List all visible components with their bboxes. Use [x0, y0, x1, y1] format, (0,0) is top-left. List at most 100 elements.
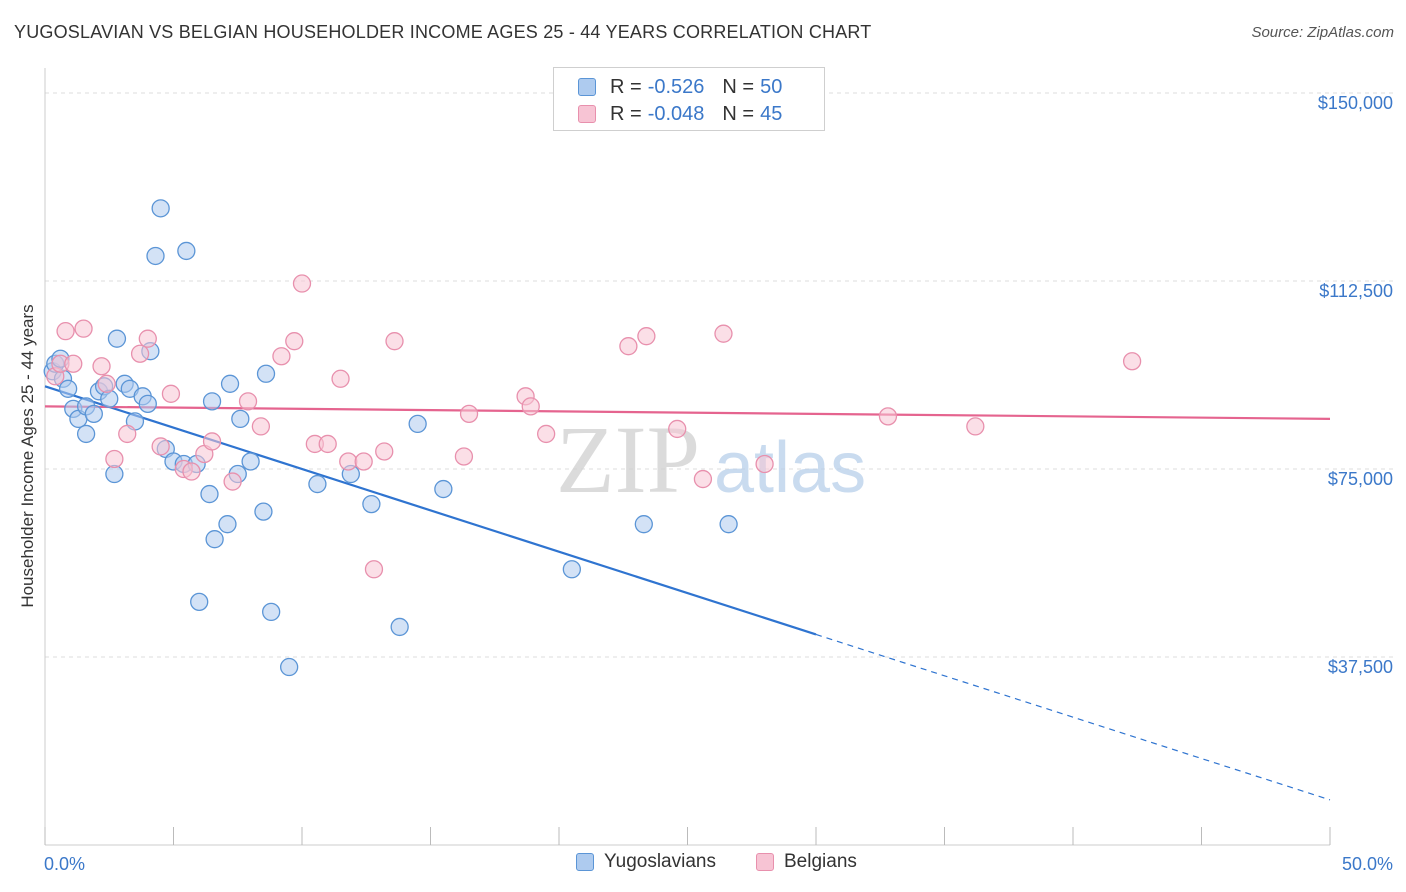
yugoslavian-point: [177, 241, 196, 261]
belgian-point: [459, 404, 479, 424]
watermark-atlas: atlas: [714, 428, 866, 508]
yugoslavian-point: [220, 374, 240, 393]
yugoslavian-point: [205, 530, 224, 549]
zipatlas-watermark: ZIP atlas: [556, 406, 866, 513]
x-tick-label-max: 50.0%: [1342, 854, 1393, 874]
source-label: Source: ZipAtlas.com: [1251, 24, 1394, 41]
belgian-point: [755, 454, 774, 474]
data-points: [43, 199, 1142, 677]
yugoslavian-point: [231, 409, 250, 429]
stats-row-belgians: R = -0.048 N = 45: [578, 101, 788, 127]
belgians-points: [46, 274, 1142, 579]
belgian-point: [714, 324, 733, 343]
belgian-point: [251, 417, 271, 436]
belgians-trend-line: [44, 405, 1331, 420]
belgian-point: [878, 407, 898, 426]
yugo-r-value: -0.526: [647, 75, 705, 98]
yugoslavian-point: [146, 246, 165, 266]
y-tick-label: $150,000: [1318, 93, 1393, 113]
belgians-swatch: [578, 105, 596, 123]
yugoslavians-swatch: [578, 78, 596, 96]
axis-labels: $37,500 $75,000 $112,500 $150,000 0.0% 50.0%: [44, 93, 1393, 874]
belgian-point: [56, 322, 75, 341]
belgian-point: [285, 332, 304, 351]
yugoslavian-point: [390, 617, 409, 637]
belgian-point: [161, 384, 181, 403]
belgian-point: [118, 424, 137, 444]
yugo-n-label: N =: [722, 75, 755, 98]
belgian-point: [223, 472, 242, 491]
belgian-point: [64, 354, 83, 373]
legend-belgians-label: Belgians: [784, 851, 857, 872]
belgian-point: [272, 347, 291, 366]
yugoslavians-trend-extension: [815, 633, 1331, 801]
belg-r-value: -0.048: [647, 102, 705, 125]
stats-legend: R = -0.526 N = 50 R = -0.048 N = 45: [553, 67, 825, 131]
belgian-point: [97, 374, 116, 393]
belgian-point: [331, 369, 350, 388]
belgian-point: [151, 437, 170, 456]
belg-n-value: 45: [760, 102, 783, 125]
yugoslavian-point: [151, 199, 170, 218]
belgian-point: [130, 344, 150, 363]
trend-lines: [44, 385, 1331, 801]
y-axis-title: Householder Income Ages 25 - 44 years: [18, 304, 37, 607]
belgian-point: [182, 462, 201, 481]
axes: [44, 68, 1331, 846]
y-tick-label: $75,000: [1328, 469, 1393, 489]
legend-item-yugoslavians: Yugoslavians: [576, 851, 716, 873]
yugoslavians-trend-line: [44, 385, 817, 636]
belgian-point: [537, 424, 556, 444]
yugoslavian-point: [218, 515, 237, 534]
yugo-r-label: R =: [610, 75, 642, 98]
yugoslavian-point: [58, 379, 78, 398]
belgian-point: [339, 452, 358, 471]
yugoslavian-point: [308, 474, 327, 494]
belg-r-label: R =: [610, 102, 642, 125]
belgian-point: [318, 434, 337, 454]
belgian-point: [454, 447, 474, 466]
belgian-point: [238, 392, 258, 411]
yugoslavian-point: [256, 364, 276, 383]
yugoslavian-point: [241, 452, 260, 471]
yugoslavian-point: [562, 560, 581, 579]
belgian-point: [354, 452, 373, 471]
yugoslavian-point: [107, 329, 127, 348]
belg-n-label: N =: [722, 102, 755, 125]
belgian-point: [105, 449, 124, 469]
belgian-point: [1122, 352, 1142, 371]
yugoslavian-point: [200, 484, 219, 504]
belgian-point: [668, 419, 687, 439]
y-tick-label: $37,500: [1328, 657, 1393, 677]
yugoslavian-point: [100, 389, 119, 408]
yugoslavian-point: [202, 392, 222, 411]
belgian-point: [202, 432, 222, 451]
belgian-point: [138, 329, 157, 348]
belgian-point: [693, 469, 713, 489]
belgian-point: [619, 337, 638, 356]
legend-yugoslavians-swatch: [576, 853, 594, 871]
belgian-point: [74, 319, 93, 338]
grid-lines: [45, 92, 1395, 658]
yugoslavian-point: [408, 414, 427, 434]
belgian-point: [385, 332, 404, 351]
yugoslavian-point: [262, 602, 281, 622]
yugoslavian-point: [138, 394, 157, 413]
x-tick-label-min: 0.0%: [44, 854, 85, 874]
y-tick-label: $112,500: [1319, 281, 1393, 301]
yugoslavian-point: [362, 494, 381, 514]
yugo-n-value: 50: [760, 75, 783, 98]
yugoslavian-point: [634, 515, 653, 534]
stats-row-yugoslavians: R = -0.526 N = 50: [578, 74, 788, 100]
belgian-point: [521, 397, 540, 416]
yugoslavian-point: [719, 515, 738, 534]
yugoslavian-point: [190, 592, 209, 612]
belgian-point: [292, 274, 312, 293]
legend-item-belgians: Belgians: [756, 851, 857, 873]
yugoslavian-point: [76, 424, 96, 444]
legend-yugoslavians-label: Yugoslavians: [604, 851, 716, 872]
yugoslavian-point: [84, 404, 103, 424]
yugoslavian-point: [254, 502, 273, 521]
yugoslavian-point: [279, 657, 299, 677]
